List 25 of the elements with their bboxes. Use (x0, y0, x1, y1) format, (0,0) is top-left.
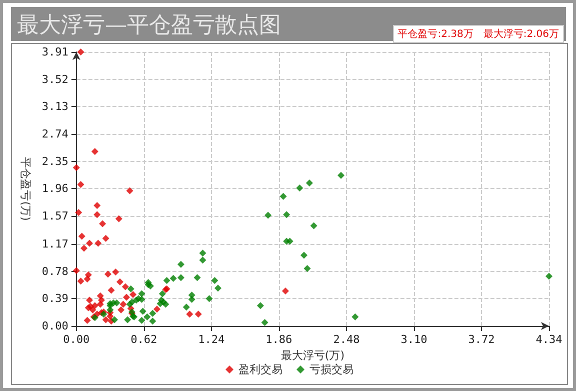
y-tick-label: 1.57 (42, 209, 68, 222)
x-tick-label: 2.48 (333, 333, 360, 346)
x-tick-label: 1.24 (198, 333, 226, 346)
y-tick-label: 3.91 (42, 46, 68, 58)
y-tick-label: 0.39 (42, 292, 68, 306)
y-tick-label: 3.13 (42, 100, 68, 114)
y-tick-label: 2.35 (42, 154, 68, 168)
legend-label: 亏损交易 (310, 363, 354, 376)
y-tick-label: 2.74 (42, 127, 69, 140)
y-axis-title: 平仓盈亏(万) (19, 157, 32, 221)
x-tick-label: 0.00 (63, 333, 90, 346)
y-tick-label: 3.52 (42, 72, 68, 86)
text: 平仓盈亏:2.38万 最大浮亏:2.06万 (392, 25, 564, 43)
x-tick-label: 3.10 (400, 333, 428, 346)
y-tick-label: 1.17 (42, 238, 68, 251)
x-tick-label: 3.72 (468, 333, 495, 346)
x-axis-title: 最大浮亏(万) (280, 349, 344, 362)
y-tick-label: 0.78 (42, 264, 68, 278)
x-tick-label: 0.62 (130, 333, 158, 346)
x-tick-label: 1.86 (266, 333, 292, 346)
legend-label: 盈利交易 (238, 363, 282, 376)
chart-title: 最大浮亏—平仓盈亏散点图 (17, 12, 281, 40)
y-tick-label: 0.00 (42, 320, 68, 332)
y-tick-label: 1.96 (42, 182, 68, 196)
x-tick-label: 4.34 (536, 333, 563, 346)
